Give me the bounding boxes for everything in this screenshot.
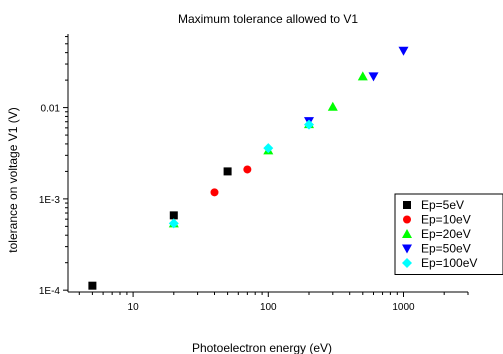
- data-point: [303, 119, 314, 130]
- data-point: [327, 101, 338, 111]
- data-point: [398, 46, 409, 56]
- x-tick-label: 10: [128, 302, 140, 313]
- axes: 10 100 1000 1E-4 1E-3 0.01: [39, 34, 469, 313]
- chart-title: Maximum tolerance allowed to V1: [178, 12, 358, 26]
- legend-box: [394, 193, 503, 275]
- data-point: [243, 165, 252, 174]
- legend-label: Ep=10eV: [421, 213, 471, 227]
- legend-label: Ep=100eV: [421, 256, 477, 270]
- data-points: [88, 46, 409, 290]
- x-axis-label: Photoelectron energy (eV): [192, 341, 332, 354]
- y-tick-label: 0.01: [41, 104, 61, 115]
- data-point: [223, 167, 232, 176]
- data-point: [263, 143, 274, 154]
- series-4: [168, 119, 314, 229]
- legend-marker: [403, 215, 411, 224]
- legend-marker: [403, 201, 411, 209]
- legend-label: Ep=50eV: [421, 242, 471, 256]
- y-axis-label: tolerance on voltage V1 (V): [6, 107, 20, 252]
- data-point: [88, 281, 97, 290]
- legend-label: Ep=20eV: [421, 227, 471, 241]
- series-1: [210, 165, 252, 197]
- legend-marker: [402, 229, 412, 238]
- y-tick-label: 1E-3: [39, 195, 61, 206]
- legend-marker: [402, 258, 412, 268]
- x-tick-label: 1000: [392, 302, 415, 313]
- data-point: [169, 211, 178, 220]
- data-point: [168, 218, 179, 229]
- series-3: [303, 46, 409, 127]
- x-tick-label: 100: [260, 302, 277, 313]
- data-point: [368, 72, 379, 82]
- legend-label: Ep=5eV: [421, 198, 464, 212]
- legend-marker: [402, 244, 412, 254]
- y-tick-label: 1E-4: [39, 286, 61, 297]
- data-point: [210, 188, 219, 197]
- series-0: [88, 167, 232, 290]
- data-point: [357, 71, 368, 81]
